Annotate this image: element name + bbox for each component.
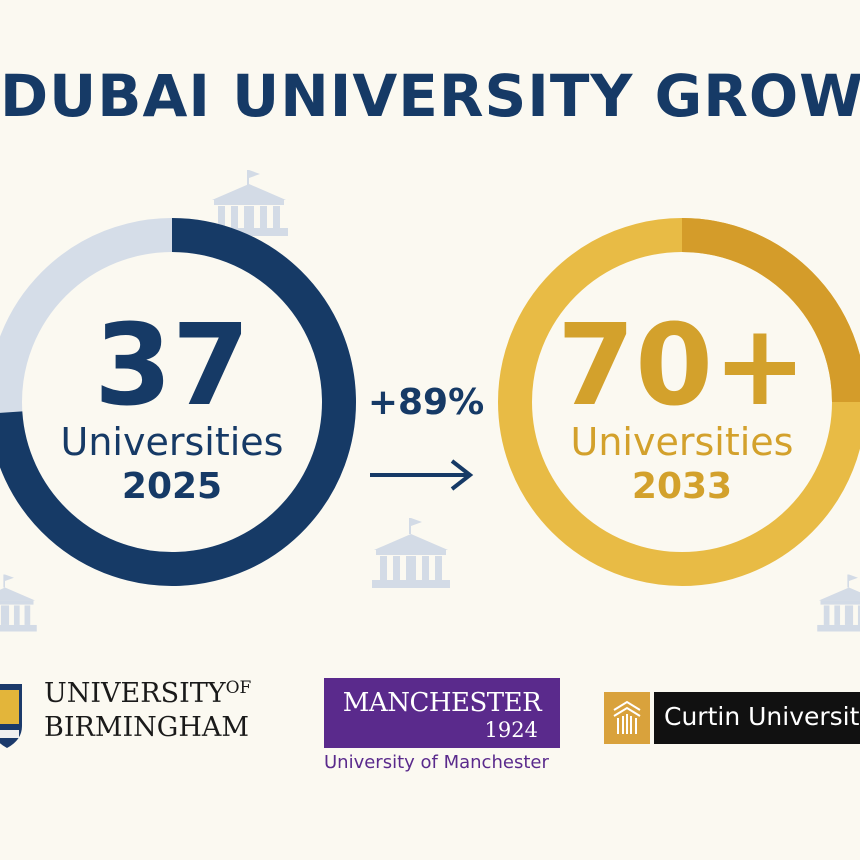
manchester-year: 1924 — [484, 718, 538, 742]
left-ring-number: 37 — [94, 301, 250, 431]
birmingham-line2: BIRMINGHAM — [44, 712, 250, 743]
manchester-name: MANCHESTER — [342, 688, 542, 718]
curtin-logo: Curtin University — [604, 692, 860, 746]
birmingham-line1: UNIVERSITYOF — [44, 678, 251, 709]
curtin-name-bar: Curtin University — [654, 692, 860, 744]
manchester-logo: MANCHESTER 1924 University of Manchester — [324, 678, 564, 778]
left-ring-label: Universities — [60, 420, 284, 464]
university-building-icon — [817, 574, 860, 632]
right-ring-content: 70+ Universities 2033 — [540, 310, 824, 511]
right-ring-year: 2033 — [631, 465, 733, 507]
university-building-icon — [0, 574, 37, 632]
manchester-subtitle: University of Manchester — [324, 752, 549, 773]
birmingham-word-university: UNIVERSITY — [44, 678, 226, 709]
right-ring-number: 70+ — [557, 301, 807, 431]
growth-percentage: +89% — [367, 382, 485, 423]
university-building-icon — [372, 518, 450, 588]
arrow-right-icon — [370, 459, 474, 491]
page-title: DUBAI UNIVERSITY GROWTH — [0, 62, 860, 130]
right-ring-accent — [681, 218, 860, 403]
crest-icon — [0, 684, 22, 748]
right-ring-label: Universities — [570, 420, 794, 464]
university-building-icon — [210, 170, 288, 236]
left-ring-progress — [0, 218, 356, 586]
left-ring-year: 2025 — [121, 465, 223, 507]
curtin-name: Curtin University — [664, 702, 860, 731]
manchester-logo-box: MANCHESTER 1924 — [324, 678, 560, 748]
birmingham-word-of: OF — [225, 678, 252, 698]
curtin-mark-icon — [604, 692, 650, 744]
birmingham-logo: UNIVERSITYOF BIRMINGHAM — [0, 676, 300, 756]
left-ring-content: 37 Universities 2025 — [42, 310, 302, 511]
